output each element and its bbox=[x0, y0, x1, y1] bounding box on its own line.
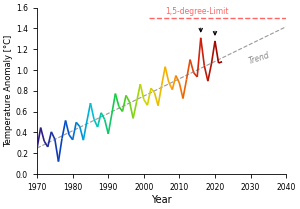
X-axis label: Year: Year bbox=[151, 195, 172, 205]
Text: Trend: Trend bbox=[247, 51, 270, 66]
Y-axis label: Temperature Anomaly [°C]: Temperature Anomaly [°C] bbox=[4, 35, 13, 147]
Text: 1,5-degree-Limit: 1,5-degree-Limit bbox=[165, 7, 229, 16]
